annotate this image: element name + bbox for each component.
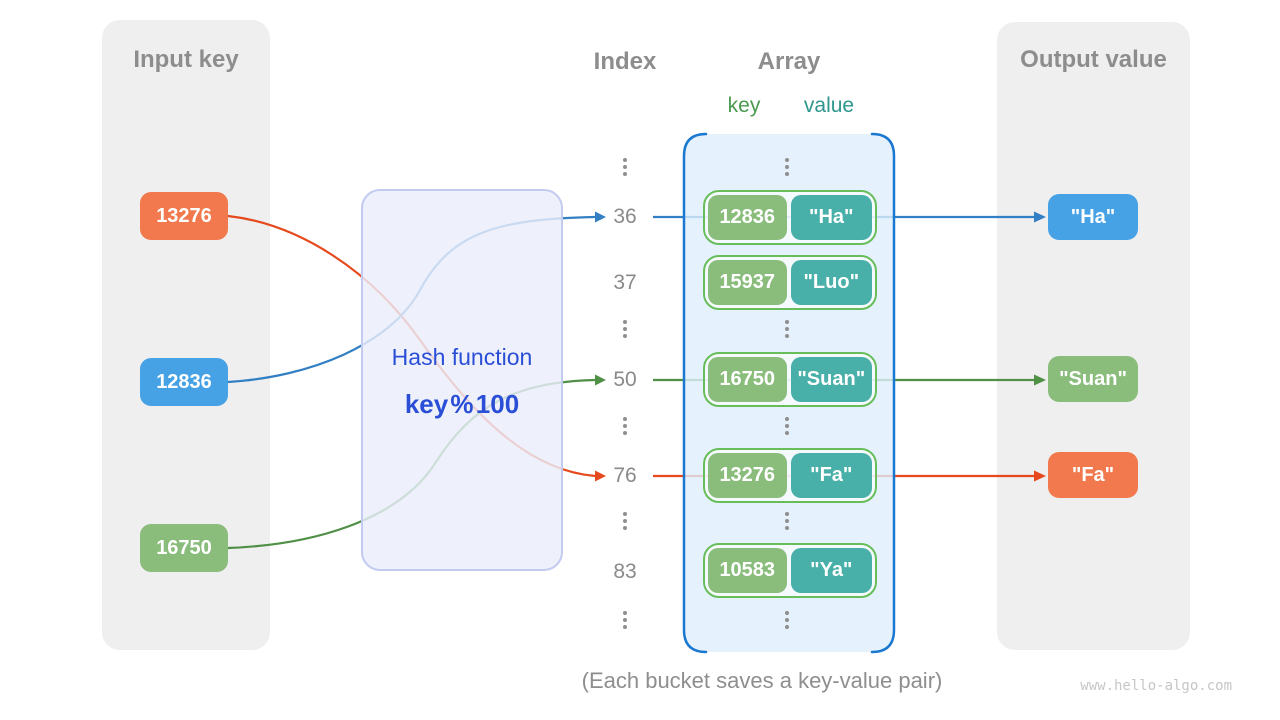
array-right-bracket [870, 132, 896, 654]
bucket-index-36: 12836 "Ha" [703, 190, 877, 245]
bucket-key: 13276 [708, 453, 787, 498]
bucket-index-76: 13276 "Fa" [703, 448, 877, 503]
arrowhead-icon [595, 470, 606, 482]
index-label-50: 50 [613, 368, 637, 391]
index-label-37: 37 [613, 271, 637, 294]
bucket-value: "Ya" [790, 548, 872, 593]
bucket-value: "Ha" [790, 195, 872, 240]
vertical-ellipsis-icon [603, 417, 647, 437]
input-key-chip-13276: 13276 [140, 192, 228, 240]
bucket-index-50: 16750 "Suan" [703, 352, 877, 407]
vertical-ellipsis-icon [765, 320, 809, 340]
output-value-panel [997, 22, 1190, 650]
output-value-chip-fa: "Fa" [1048, 452, 1138, 498]
vertical-ellipsis-icon [603, 611, 647, 631]
hash-function-formula: key % 100 [404, 389, 520, 419]
index-column-title: Index [593, 48, 657, 75]
vertical-ellipsis-icon [765, 611, 809, 631]
bucket-index-37: 15937 "Luo" [703, 255, 877, 310]
input-key-chip-16750: 16750 [140, 524, 228, 572]
arrowhead-icon [595, 211, 606, 223]
index-label-83: 83 [613, 560, 637, 583]
input-panel-title: Input key [133, 46, 239, 73]
bucket-key: 12836 [708, 195, 787, 240]
bucket-index-83: 10583 "Ya" [703, 543, 877, 598]
array-title: Array [757, 48, 821, 75]
arrowhead-icon [595, 374, 606, 386]
hash-function-title: Hash function [391, 344, 533, 370]
array-left-bracket [682, 132, 708, 654]
input-key-chip-12836: 12836 [140, 358, 228, 406]
arrowhead-icon [1034, 211, 1046, 223]
output-panel-title: Output value [1020, 46, 1167, 73]
watermark: www.hello-algo.com [1080, 678, 1232, 694]
vertical-ellipsis-icon [765, 158, 809, 178]
hash-function-box [361, 189, 563, 571]
bucket-value: "Suan" [790, 357, 872, 402]
bucket-key: 16750 [708, 357, 787, 402]
vertical-ellipsis-icon [603, 320, 647, 340]
bucket-value: "Luo" [790, 260, 872, 305]
bucket-key: 10583 [708, 548, 787, 593]
bucket-value: "Fa" [790, 453, 872, 498]
vertical-ellipsis-icon [765, 417, 809, 437]
output-value-chip-suan: "Suan" [1048, 356, 1138, 402]
vertical-ellipsis-icon [603, 512, 647, 532]
arrowhead-icon [1034, 470, 1046, 482]
arrowhead-icon [1034, 374, 1046, 386]
index-label-36: 36 [613, 205, 637, 228]
array-value-header: value [803, 94, 855, 117]
vertical-ellipsis-icon [603, 158, 647, 178]
bucket-key: 15937 [708, 260, 787, 305]
diagram-caption: (Each bucket saves a key-value pair) [581, 668, 943, 693]
vertical-ellipsis-icon [765, 512, 809, 532]
index-label-76: 76 [613, 464, 637, 487]
array-key-header: key [727, 94, 761, 117]
output-value-chip-ha: "Ha" [1048, 194, 1138, 240]
